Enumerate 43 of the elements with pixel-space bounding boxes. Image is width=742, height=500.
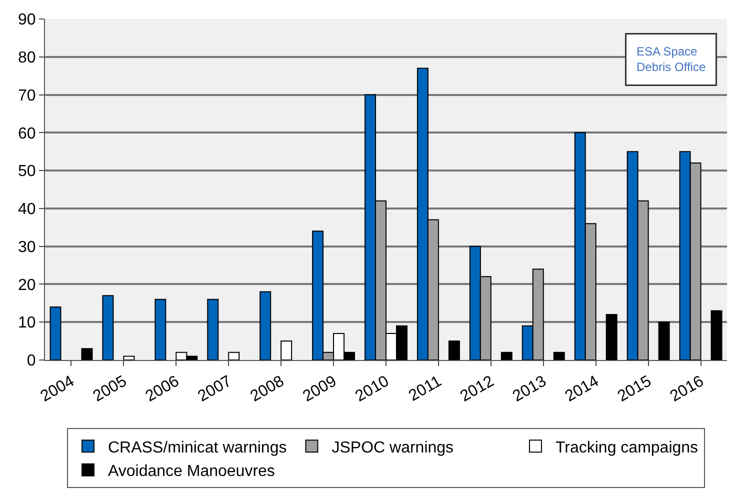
x-tick-label: 2012: [458, 372, 498, 406]
bar: [606, 314, 618, 360]
bar: [207, 298, 219, 360]
bar: [280, 340, 292, 360]
y-tick-label: 0: [26, 352, 36, 370]
x-tick-label: 2014: [562, 372, 602, 406]
x-tick-label: 2013: [510, 372, 550, 406]
bar: [228, 352, 240, 360]
bar: [500, 352, 512, 360]
y-tick-label: 90: [18, 12, 36, 29]
x-tick-label: 2006: [142, 372, 182, 406]
y-tick-label: 10: [18, 314, 36, 332]
legend-label: Tracking campaigns: [555, 439, 698, 456]
x-tick-label: 2007: [195, 372, 235, 406]
x-tick-label: 2005: [90, 372, 130, 406]
x-tick-label: 2009: [300, 372, 340, 406]
bar: [448, 340, 460, 360]
legend-label: JSPOC warnings: [332, 439, 454, 456]
bar: [260, 291, 272, 360]
y-tick-label: 70: [18, 87, 36, 104]
x-tick-label: 2004: [38, 372, 78, 406]
x-tick-label: 2015: [614, 372, 654, 406]
y-tick-label: 20: [18, 276, 36, 294]
bar: [81, 348, 93, 360]
bar: [102, 295, 114, 360]
bar: [50, 306, 62, 360]
y-tick-label: 50: [18, 163, 36, 180]
x-tick-label: 2008: [248, 372, 288, 406]
x-tick-label: 2010: [352, 372, 392, 406]
bar: [658, 322, 670, 360]
y-tick-label: 80: [18, 49, 36, 66]
x-tick-label: 2011: [406, 372, 445, 405]
x-tick-label: 2016: [667, 372, 707, 406]
bar: [710, 310, 722, 360]
y-tick-label: 30: [18, 238, 36, 256]
bar: [123, 356, 135, 360]
y-tick-label: 60: [18, 125, 36, 142]
y-tick-label: 40: [18, 201, 36, 218]
bar: [154, 298, 166, 360]
legend-label: CRASS/minicat warnings: [108, 439, 287, 456]
annotation: ESA Space Debris Office: [636, 44, 706, 74]
bar: [553, 352, 565, 360]
legend-label: Avoidance Manoeuvres: [108, 463, 275, 480]
